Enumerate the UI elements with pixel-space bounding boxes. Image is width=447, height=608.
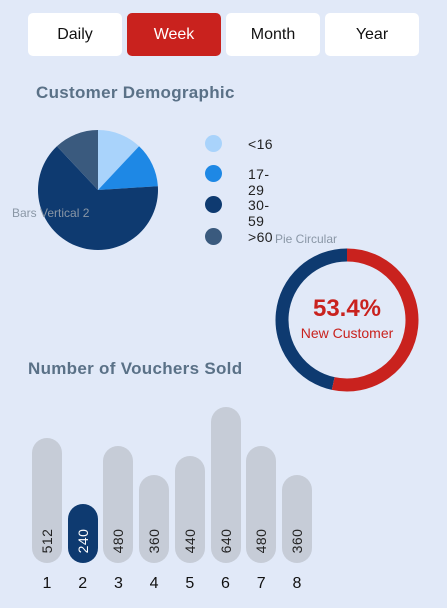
voucher-bar-value: 640 — [217, 528, 234, 554]
voucher-bar[interactable]: 440 — [174, 456, 205, 563]
voucher-bar[interactable]: 240 — [67, 504, 98, 563]
voucher-bar-category-label: 8 — [292, 575, 302, 592]
voucher-bar-category-label: 1 — [42, 575, 52, 592]
demographic-pie-chart — [38, 130, 158, 250]
new-customer-percent: 53.4% — [312, 295, 382, 322]
legend-label: 30-59 — [248, 197, 270, 229]
legend-dot — [205, 135, 222, 152]
voucher-bar-value: 512 — [39, 528, 55, 554]
voucher-bar[interactable]: 480 — [103, 446, 134, 563]
voucher-bar-value: 480 — [110, 528, 127, 554]
legend-label: 17-29 — [248, 166, 270, 198]
tab-year[interactable]: Year — [325, 13, 419, 56]
voucher-bar-value: 240 — [74, 528, 91, 554]
voucher-bar[interactable]: 640 — [210, 407, 241, 563]
legend-dot — [205, 228, 222, 245]
demographic-title: Customer Demographic — [36, 83, 235, 102]
bars-vertical-ghost-label: Bars Vertical 2 — [12, 206, 90, 220]
legend-label: >60 — [248, 229, 273, 245]
voucher-bar[interactable]: 480 — [246, 446, 277, 563]
legend-dot — [205, 165, 222, 182]
tab-month[interactable]: Month — [226, 13, 320, 56]
legend-dot — [205, 196, 222, 213]
pie-slice-over-60 — [56, 130, 98, 190]
ring-center-label: 53.4% New Customer — [276, 248, 418, 390]
voucher-bar[interactable]: 512 — [32, 438, 62, 563]
tab-week[interactable]: Week — [127, 13, 221, 56]
voucher-bar-value: 440 — [181, 528, 198, 554]
voucher-bar-category-label: 5 — [185, 575, 195, 592]
voucher-bar-category-label: 3 — [113, 575, 123, 592]
voucher-bar-category-label: 6 — [221, 575, 230, 592]
ring-segment-new-customer — [331, 248, 419, 392]
voucher-bar-category-label: 2 — [78, 575, 88, 592]
new-customer-ring-chart — [275, 248, 419, 392]
vouchers-title: Number of Vouchers Sold — [28, 359, 243, 378]
tab-daily[interactable]: Daily — [28, 13, 122, 56]
voucher-bar-value: 480 — [253, 528, 270, 554]
voucher-bar[interactable]: 360 — [281, 475, 312, 563]
ring-segment-other — [275, 248, 348, 390]
pie-circular-ghost-label: Pie Circular — [275, 232, 338, 246]
pie-slice-under-16 — [98, 130, 140, 190]
voucher-bar-category-label: 7 — [256, 575, 266, 592]
voucher-bar[interactable]: 360 — [139, 475, 170, 563]
pie-slice-30-59 — [38, 146, 158, 250]
voucher-bar-value: 360 — [288, 528, 305, 554]
voucher-bar-value: 360 — [146, 528, 163, 554]
pie-slice-17-29 — [98, 146, 158, 190]
legend-label: <16 — [248, 136, 273, 152]
new-customer-subtitle: New Customer — [300, 325, 394, 341]
voucher-bar-category-label: 4 — [149, 575, 159, 592]
